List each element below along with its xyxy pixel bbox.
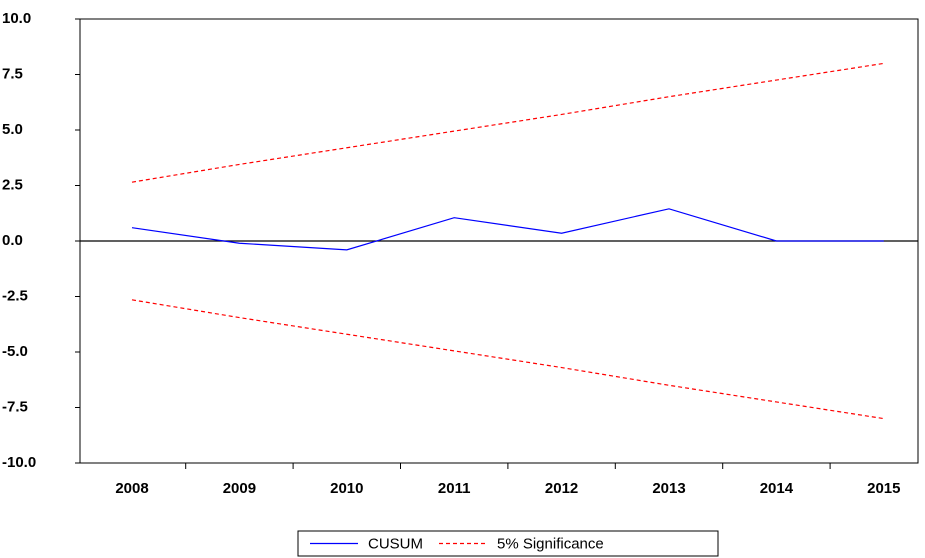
series-line: [131, 299, 884, 420]
legend-label: CUSUM: [368, 535, 423, 552]
x-tick-label: 2011: [438, 480, 471, 497]
y-tick-label: 2.5: [2, 176, 23, 193]
series-line: [131, 208, 884, 251]
x-tick-label: 2009: [223, 480, 256, 497]
y-tick-label: 0.0: [2, 232, 23, 249]
x-tick-label: 2013: [652, 480, 685, 497]
y-tick-label: -10.0: [2, 454, 36, 471]
legend-box: [297, 530, 719, 557]
y-tick-label: 5.0: [2, 121, 23, 138]
y-tick-label: 10.0: [2, 10, 31, 27]
y-tick-label: -7.5: [2, 398, 28, 415]
series-line: [131, 62, 884, 183]
x-tick-label: 2008: [115, 480, 148, 497]
x-tick-label: 2015: [867, 480, 900, 497]
x-tick-label: 2010: [330, 480, 363, 497]
legend-label: 5% Significance: [497, 535, 604, 552]
y-tick-label: -5.0: [2, 343, 28, 360]
x-tick-label: 2014: [760, 480, 794, 497]
y-tick-label: -2.5: [2, 287, 28, 304]
y-tick-label: 7.5: [2, 65, 23, 82]
x-tick-label: 2012: [545, 480, 578, 497]
